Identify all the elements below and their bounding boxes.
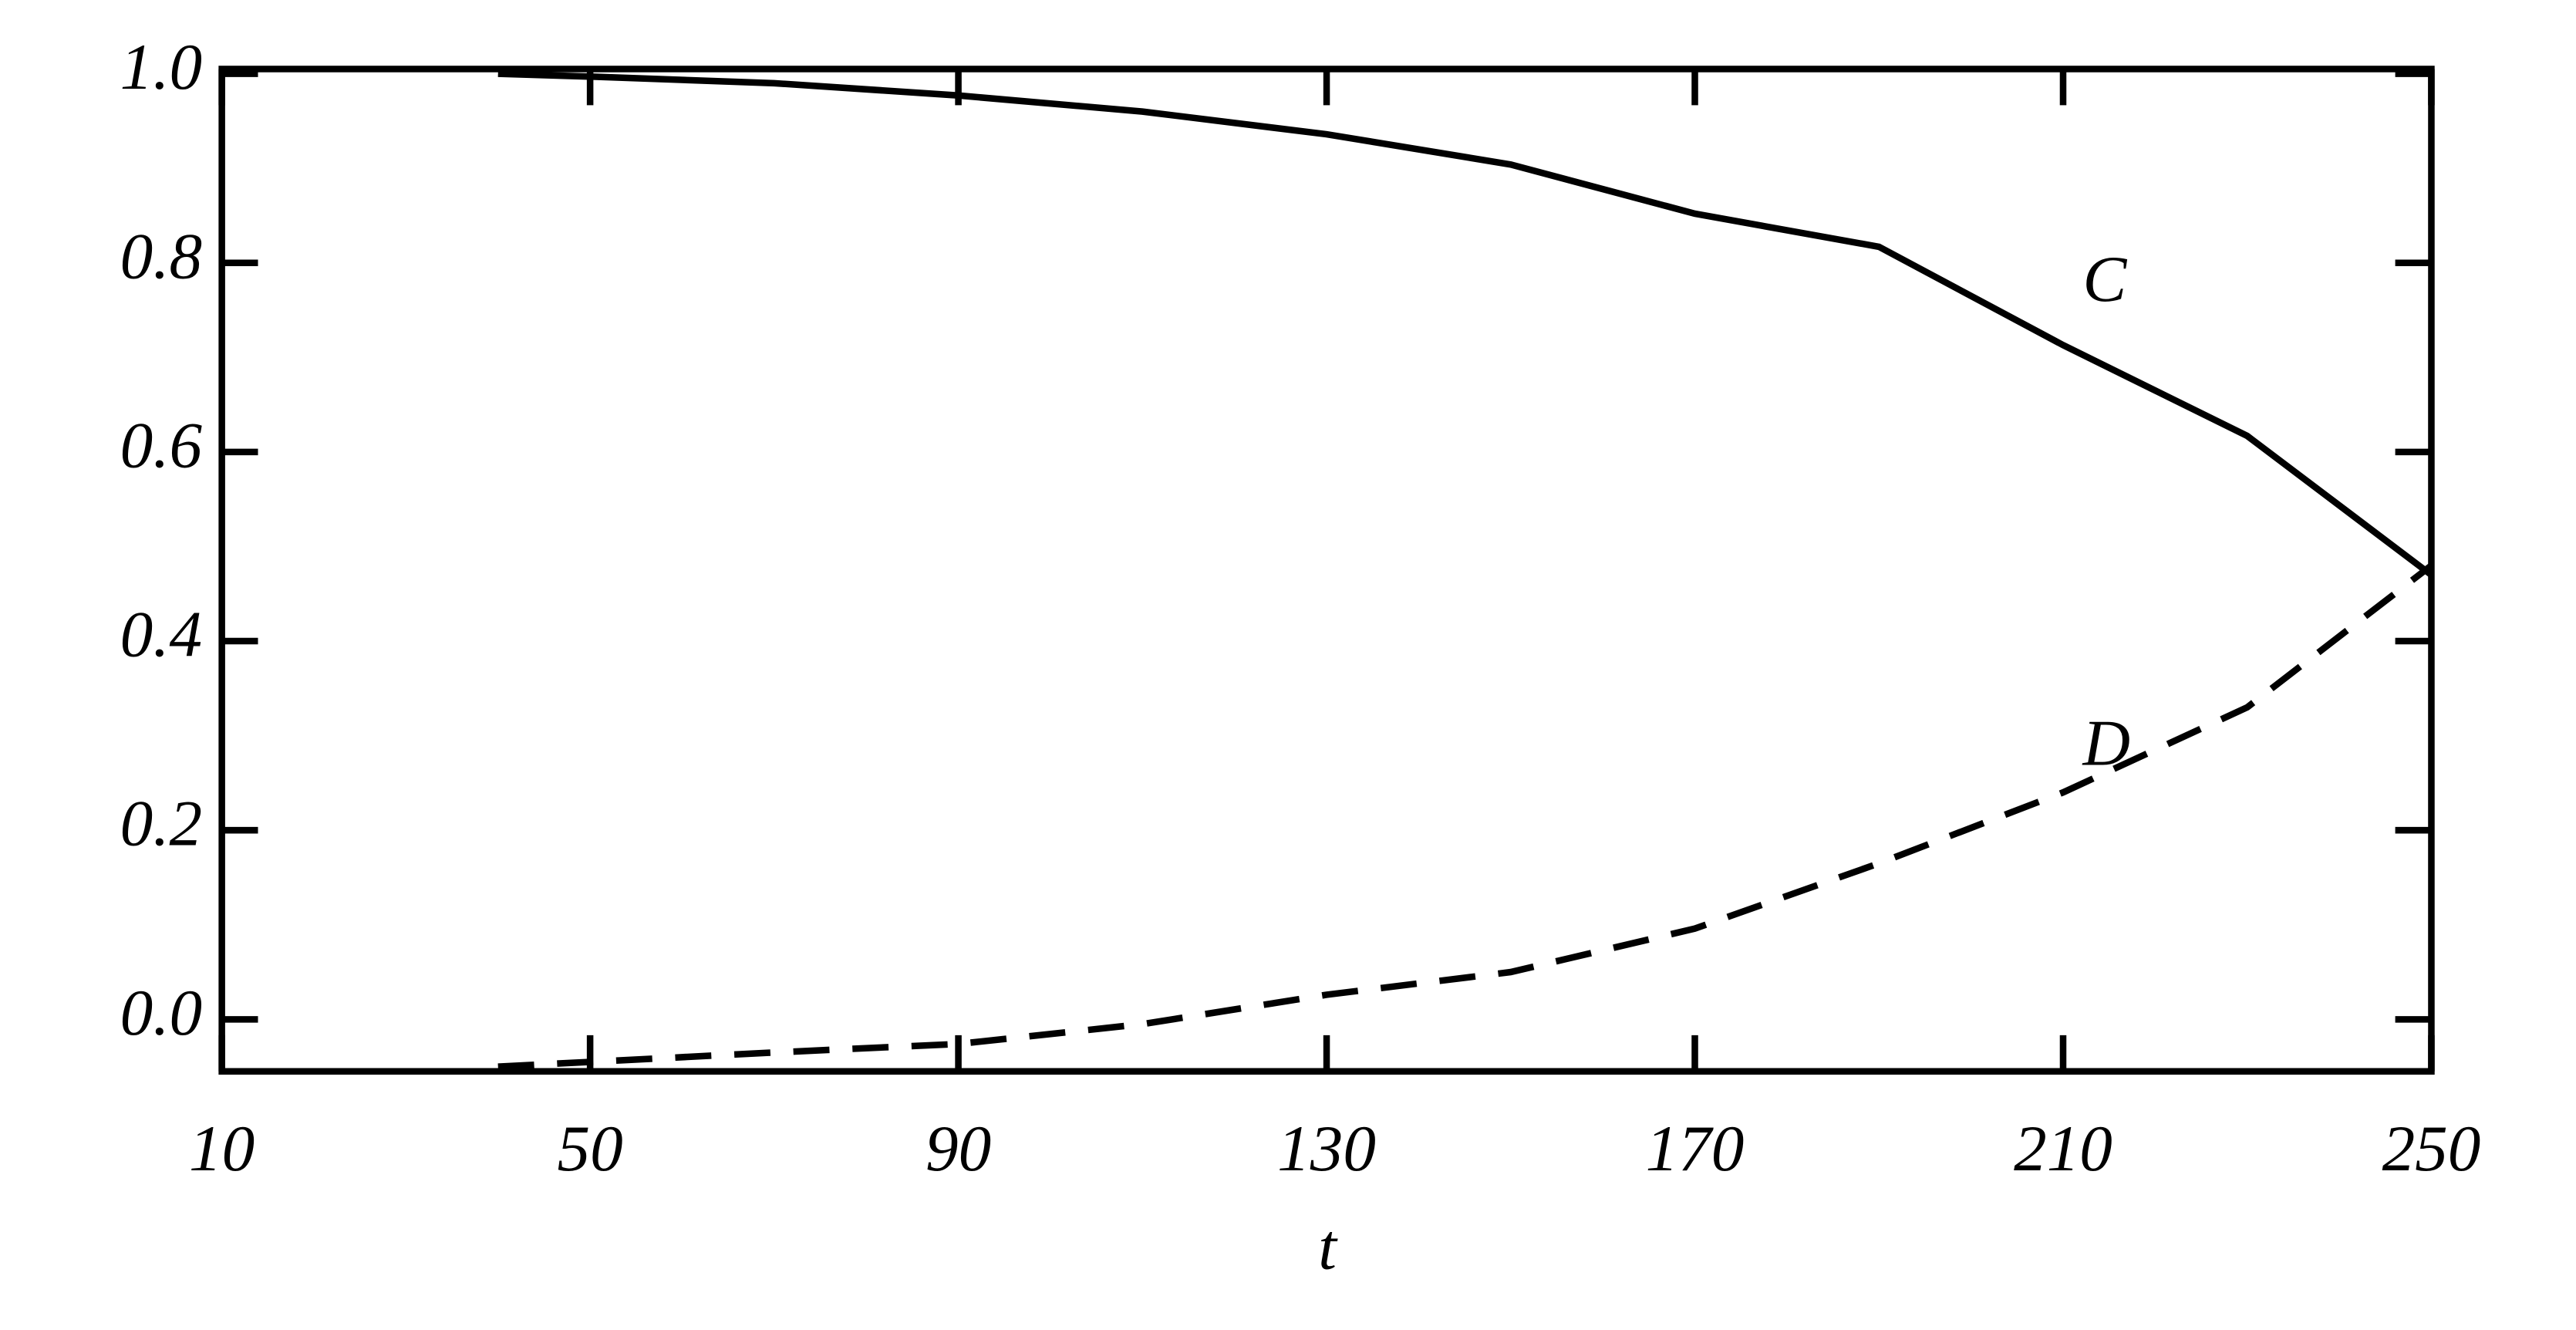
y-tick-label: 0.6 xyxy=(120,409,203,481)
x-tick-label: 250 xyxy=(2382,1112,2481,1185)
y-tick-label: 0.0 xyxy=(120,977,202,1049)
plot-frame xyxy=(218,66,2435,1075)
x-tick-label: 10 xyxy=(189,1112,255,1185)
series-line xyxy=(497,70,2434,578)
series-label: D xyxy=(2082,707,2131,779)
x-axis-label: t xyxy=(1318,1211,1338,1284)
series-label: C xyxy=(2083,243,2128,316)
x-tick-label: 170 xyxy=(1646,1112,1745,1185)
x-tick-label: 210 xyxy=(2014,1112,2112,1185)
y-tick-label: 0.2 xyxy=(120,788,202,860)
y-tick-label: 0.4 xyxy=(120,599,202,671)
x-tick-label: 50 xyxy=(558,1112,623,1185)
x-tick-label: 130 xyxy=(1277,1112,1376,1185)
x-tick-label: 90 xyxy=(926,1112,991,1185)
y-tick-label: 0.8 xyxy=(120,220,202,292)
y-tick-label: 1.0 xyxy=(120,31,202,103)
series-line xyxy=(497,562,2434,1070)
